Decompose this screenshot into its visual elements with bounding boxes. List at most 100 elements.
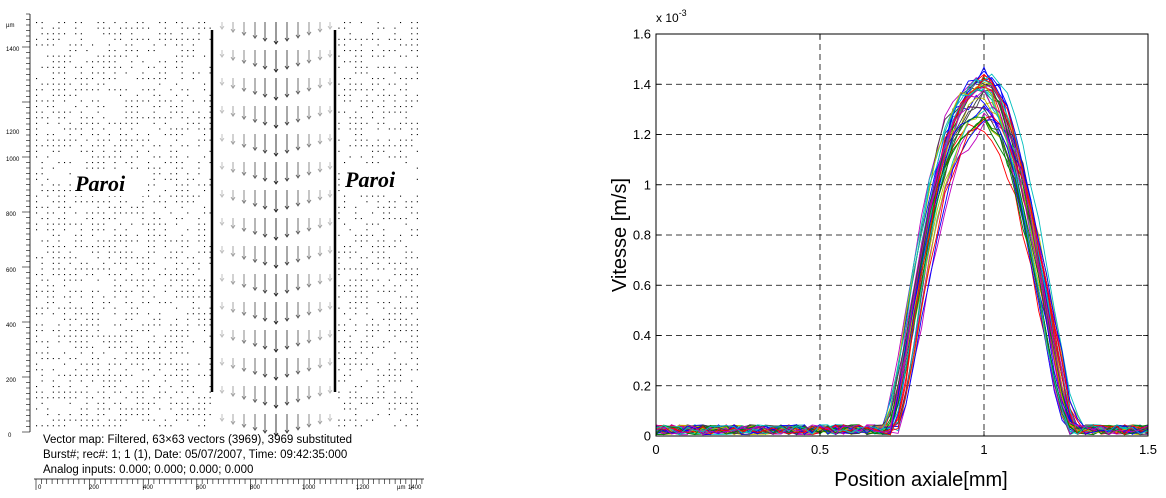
grid-point	[187, 156, 189, 158]
grid-point	[416, 122, 418, 124]
grid-point	[209, 139, 211, 141]
grid-point	[103, 117, 105, 119]
grid-point	[164, 100, 166, 102]
grid-point	[164, 22, 166, 24]
grid-point	[187, 402, 189, 404]
grid-point	[181, 380, 183, 382]
grid-point	[344, 78, 346, 80]
grid-point	[142, 223, 144, 225]
grid-point	[47, 139, 49, 141]
velocity-arrow	[295, 414, 301, 431]
grid-point	[176, 307, 178, 309]
grid-point	[204, 128, 206, 130]
grid-point	[181, 346, 183, 348]
grid-point	[416, 94, 418, 96]
wall-label-right: Paroi	[344, 167, 396, 192]
grid-point	[64, 66, 66, 68]
grid-point	[103, 246, 105, 248]
y-unit-label: µm	[6, 23, 14, 29]
grid-point	[103, 167, 105, 169]
grid-point	[125, 106, 127, 108]
grid-point	[131, 122, 133, 124]
velocity-arrow	[306, 358, 312, 372]
grid-point	[120, 139, 122, 141]
grid-point	[114, 346, 116, 348]
grid-point	[181, 201, 183, 203]
grid-point	[164, 374, 166, 376]
grid-point	[411, 201, 413, 203]
grid-point	[148, 89, 150, 91]
grid-point	[97, 402, 99, 404]
grid-point	[153, 285, 155, 287]
grid-point	[58, 111, 60, 113]
x-axis-label: Position axiale[mm]	[834, 469, 1007, 491]
grid-point	[344, 201, 346, 203]
grid-point	[148, 234, 150, 236]
grid-point	[80, 134, 82, 136]
grid-point	[75, 358, 77, 360]
grid-point	[92, 358, 94, 360]
grid-point	[159, 22, 161, 24]
grid-point	[159, 352, 161, 354]
velocity-arrow	[262, 358, 268, 378]
grid-point	[125, 419, 127, 421]
grid-point	[338, 324, 340, 326]
y-tick-label: 0	[8, 433, 12, 439]
grid-point	[383, 195, 385, 197]
grid-point	[209, 117, 211, 119]
grid-point	[411, 402, 413, 404]
grid-point	[69, 94, 71, 96]
grid-point	[131, 167, 133, 169]
grid-point	[394, 391, 396, 393]
y-axis-label: Vitesse [m/s]	[609, 178, 631, 292]
grid-point	[136, 38, 138, 40]
grid-point	[92, 324, 94, 326]
grid-point	[405, 66, 407, 68]
grid-point	[92, 307, 94, 309]
grid-point	[209, 72, 211, 74]
grid-point	[36, 150, 38, 152]
grid-point	[153, 229, 155, 231]
grid-point	[176, 330, 178, 332]
grid-point	[47, 66, 49, 68]
grid-point	[338, 369, 340, 371]
grid-point	[338, 44, 340, 46]
grid-point	[411, 234, 413, 236]
grid-point	[131, 100, 133, 102]
grid-point	[360, 22, 362, 24]
grid-point	[355, 66, 357, 68]
grid-point	[338, 296, 340, 298]
grid-point	[366, 296, 368, 298]
grid-point	[92, 44, 94, 46]
grid-point	[411, 106, 413, 108]
grid-point	[103, 83, 105, 85]
grid-point	[360, 89, 362, 91]
grid-point	[92, 397, 94, 399]
grid-point	[204, 251, 206, 253]
grid-point	[198, 173, 200, 175]
grid-point	[136, 397, 138, 399]
grid-point	[355, 330, 357, 332]
grid-point	[58, 117, 60, 119]
grid-point	[377, 83, 379, 85]
grid-point	[41, 425, 43, 427]
grid-point	[148, 38, 150, 40]
grid-point	[136, 22, 138, 24]
grid-point	[355, 419, 357, 421]
grid-point	[209, 324, 211, 326]
grid-point	[204, 229, 206, 231]
y-tick-label: 200	[6, 378, 17, 384]
grid-point	[170, 251, 172, 253]
grid-point	[170, 156, 172, 158]
grid-point	[176, 184, 178, 186]
grid-point	[338, 66, 340, 68]
grid-point	[416, 229, 418, 231]
velocity-arrow	[219, 162, 225, 170]
grid-point	[372, 78, 374, 80]
grid-point	[187, 240, 189, 242]
grid-point	[131, 279, 133, 281]
grid-point	[360, 279, 362, 281]
grid-point	[41, 313, 43, 315]
grid-point	[64, 363, 66, 365]
grid-point	[47, 195, 49, 197]
